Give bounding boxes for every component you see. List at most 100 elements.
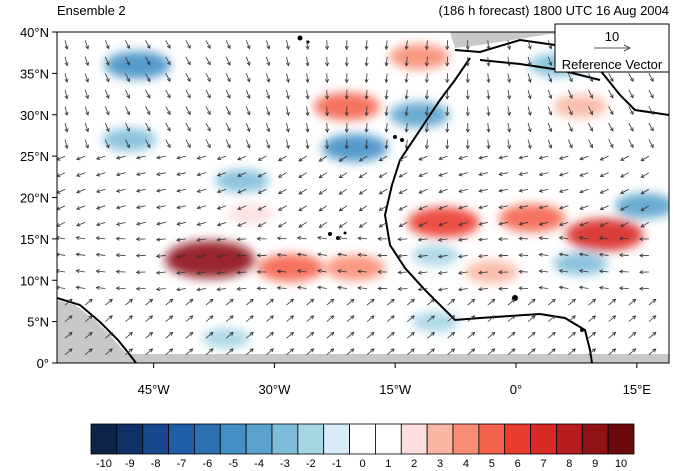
wind-arrow [165, 56, 171, 65]
wind-arrow [205, 332, 214, 339]
colorbar: -10 -9 -8 -7 -6 -5 -4 -3 -2 -1 0 1 2 3 4 5 6 7 8 9 10 [90, 423, 635, 470]
wind-arrow [346, 315, 355, 322]
wind-arrow-head [289, 348, 295, 353]
wind-arrow [507, 122, 510, 132]
wind-arrow [487, 348, 495, 356]
lat-tick-label: 30°N [20, 108, 49, 123]
wind-arrow [278, 188, 287, 195]
wind-arrow [588, 73, 593, 82]
wind-arrow [225, 40, 231, 49]
wind-arrow-head [652, 315, 657, 320]
wind-arrow [539, 155, 549, 159]
wind-arrow-head [364, 45, 369, 51]
wind-arrow [405, 106, 408, 116]
wind-arrow [145, 40, 151, 49]
colorbar-swatch [116, 423, 144, 455]
wind-arrow-head [458, 155, 463, 160]
wind-arrow [547, 122, 552, 132]
wind-arrow [258, 188, 267, 194]
wind-arrow-head [404, 62, 409, 67]
wind-arrow [84, 40, 89, 49]
wind-arrow-head [296, 252, 302, 257]
anomaly-patch [553, 94, 608, 119]
colorbar-swatch [194, 423, 221, 455]
wind-arrow-head [266, 94, 271, 100]
wind-arrow [600, 205, 609, 210]
wind-arrow [458, 238, 468, 241]
wind-arrow [547, 106, 552, 116]
wind-arrow [579, 205, 589, 210]
wind-arrow [478, 255, 488, 257]
wind-arrow-head [216, 172, 222, 177]
wind-arrow-head [364, 62, 369, 67]
wind-arrow-head [337, 236, 342, 241]
wind-arrow-head [146, 110, 151, 116]
wind-arrow [648, 348, 657, 356]
wind-arrow-head [498, 205, 503, 210]
wind-arrow [64, 56, 68, 66]
wind-arrow [104, 56, 110, 66]
colorbar-label: 3 [437, 458, 443, 470]
wind-arrow-head [88, 315, 93, 320]
wind-arrow-head [632, 348, 637, 353]
wind-arrow [559, 270, 569, 273]
wind-arrow [438, 288, 448, 291]
wind-arrow-head [486, 45, 491, 51]
wind-arrow [84, 299, 93, 306]
wind-arrow [608, 89, 614, 99]
wind-arrow-head [384, 62, 389, 67]
wind-arrow-head [364, 79, 369, 84]
wind-arrow-head [640, 207, 645, 211]
wind-arrow [326, 348, 334, 356]
wind-arrow [640, 221, 650, 228]
wind-arrow [620, 188, 629, 194]
wind-arrow-head [437, 287, 443, 292]
wind-arrow-head [166, 61, 171, 66]
wind-arrow-head [76, 206, 81, 210]
wind-arrow-head [558, 235, 563, 240]
wind-arrow [57, 205, 66, 211]
wind-arrow [487, 56, 490, 66]
wind-arrow [487, 73, 490, 83]
wind-arrow [64, 348, 73, 356]
wind-arrow-head [236, 237, 241, 242]
wind-arrow [185, 348, 194, 356]
wind-arrow [567, 139, 573, 148]
wind-arrow [96, 254, 106, 256]
wind-arrow-head [579, 222, 584, 227]
wind-arrow-head [350, 315, 355, 320]
wind-arrow [337, 286, 347, 289]
anomaly-patch [389, 101, 450, 128]
wind-arrow [326, 299, 334, 306]
wind-arrow-head [207, 144, 211, 149]
wind-arrow-head [548, 144, 553, 149]
wind-arrow [125, 332, 133, 339]
wind-arrow [507, 348, 516, 356]
wind-arrow [499, 205, 509, 209]
wind-arrow-head [296, 236, 302, 241]
wind-arrow [197, 172, 207, 176]
wind-arrow-head [558, 222, 564, 227]
wind-arrow [57, 286, 66, 289]
wind-arrow-head [226, 144, 231, 149]
wind-arrow-head [498, 155, 503, 160]
anomaly-patch [411, 245, 460, 266]
wind-arrow-head [344, 112, 349, 117]
wind-arrow-head [445, 62, 450, 67]
wind-arrow-head [538, 285, 543, 290]
wind-arrow-head [384, 45, 389, 51]
wind-arrow-head [538, 221, 543, 226]
wind-arrow-head [276, 269, 281, 274]
wind-arrow [306, 299, 314, 306]
wind-arrow-head [378, 190, 383, 195]
wind-arrow-head [424, 45, 429, 51]
wind-arrow [156, 288, 166, 290]
wind-arrow-head [216, 189, 222, 194]
wind-arrow [258, 205, 267, 211]
colorbar-label: 5 [489, 458, 495, 470]
wind-arrow-head [187, 77, 191, 82]
wind-arrow [116, 188, 126, 192]
wind-arrow-head [527, 144, 532, 150]
wind-arrow-head [404, 95, 409, 100]
wind-arrow [165, 332, 173, 339]
